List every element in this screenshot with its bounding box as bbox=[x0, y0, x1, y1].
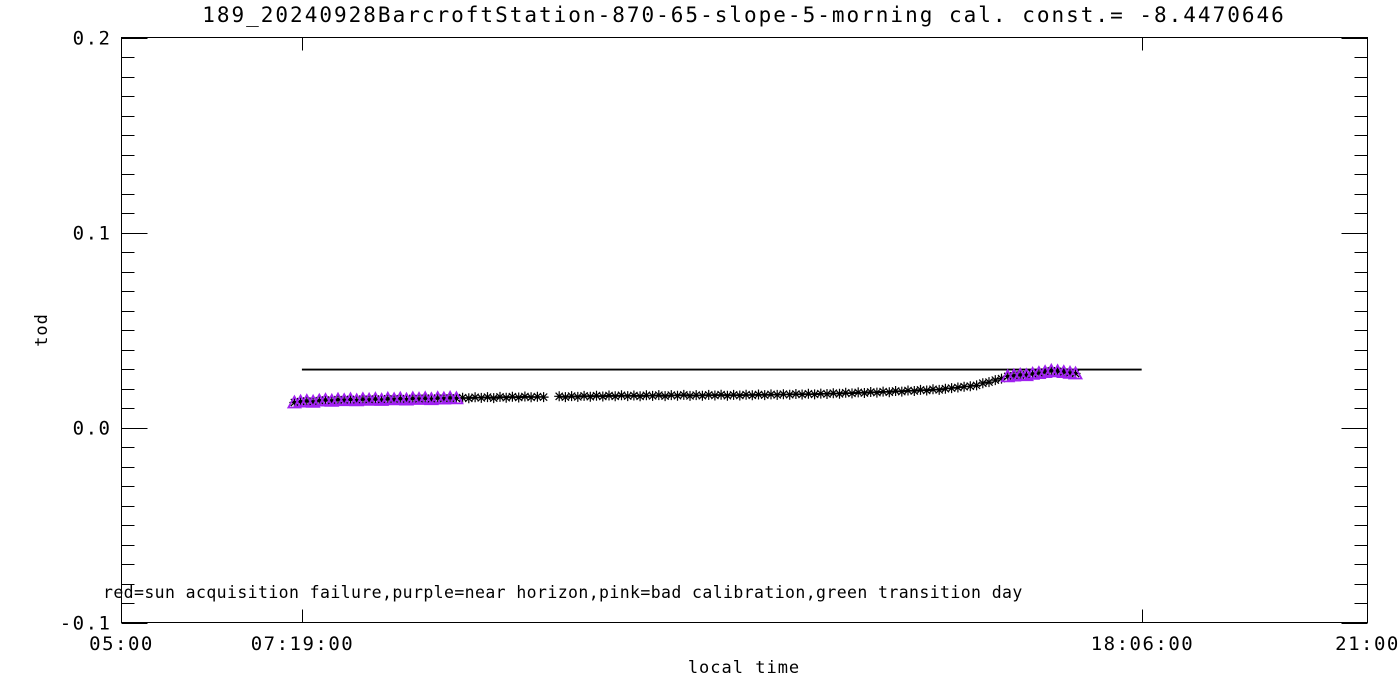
color-key-note: red=sun acquisition failure,purple=near … bbox=[103, 583, 1023, 602]
plot-frame bbox=[121, 37, 1368, 623]
x-axis-label: local time bbox=[687, 658, 801, 678]
chart-title: 189_20240928BarcroftStation-870-65-slope… bbox=[202, 3, 1286, 27]
y-tick-label: -0.1 bbox=[60, 613, 112, 635]
y-tick-label: 0.1 bbox=[73, 223, 112, 245]
x-axis-ticks bbox=[302, 37, 1143, 623]
x-edge-label: 21:00 bbox=[1335, 633, 1400, 655]
x-tick-label: 18:06:00 bbox=[1091, 633, 1195, 655]
series-tod-near-horizon-asterisks bbox=[289, 365, 1081, 408]
series-tod-near-horizon-triangles bbox=[286, 362, 1084, 409]
x-edge-label: 05:00 bbox=[89, 633, 154, 655]
series-tod-normal-asterisks bbox=[457, 373, 1007, 404]
y-axis-ticks bbox=[121, 38, 1368, 624]
x-tick-label: 07:19:00 bbox=[251, 633, 355, 655]
y-tick-label: 0.2 bbox=[73, 28, 112, 50]
y-tick-label: 0.0 bbox=[73, 418, 112, 440]
